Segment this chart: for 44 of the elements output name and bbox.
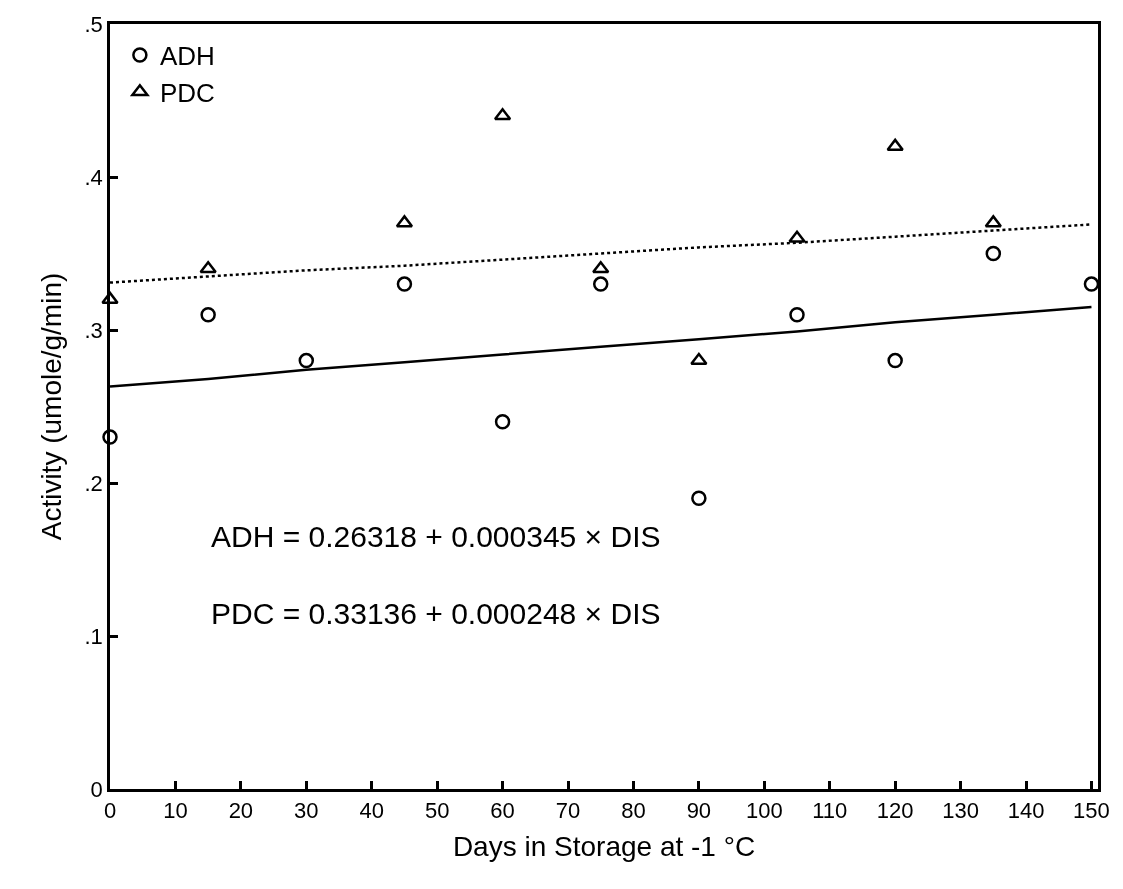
x-tick-label: 50 (424, 798, 450, 824)
point (886, 138, 904, 151)
point (494, 414, 511, 430)
point (200, 306, 216, 323)
y-tick-label: .5 (84, 11, 103, 37)
x-tick-label: 110 (812, 798, 848, 824)
x-tick-label: 140 (1007, 798, 1045, 824)
point (788, 230, 806, 243)
y-tick-label: 0 (90, 776, 103, 802)
y-tick-label: .4 (84, 164, 103, 190)
point (985, 245, 1002, 262)
point (691, 490, 707, 507)
annotation: ADH = 0.26318 + 0.000345 × DIS (211, 520, 661, 553)
x-tick-label: 130 (942, 798, 979, 824)
point (102, 429, 118, 445)
annotation: PDC = 0.33136 + 0.000248 × DIS (211, 597, 661, 630)
y-tick-label: .2 (84, 470, 103, 496)
x-tick-label: 10 (163, 798, 188, 824)
legend-label: PDC (159, 77, 215, 108)
point (396, 276, 413, 292)
x-tick-label: 150 (1073, 798, 1110, 824)
point (887, 352, 903, 369)
point (592, 276, 609, 292)
x-tick-label: 70 (555, 798, 581, 824)
point (789, 306, 805, 323)
line-series (110, 305, 1093, 388)
x-tick-label: 20 (228, 798, 254, 824)
point (690, 352, 708, 366)
legend-label: ADH (159, 41, 215, 72)
y-tick-label: .1 (84, 623, 103, 649)
point (199, 261, 217, 274)
point (298, 352, 315, 369)
point (1083, 276, 1100, 292)
y-tick-label: .3 (84, 317, 103, 343)
x-tick-label: 120 (876, 798, 914, 824)
x-tick-label: 100 (745, 798, 783, 824)
x-tick-label: 90 (686, 798, 712, 824)
x-tick-label: 80 (621, 798, 646, 824)
x-tick-label: 60 (490, 798, 515, 824)
x-tick-label: 40 (359, 798, 384, 824)
x-tick-label: 30 (294, 798, 319, 824)
y-axis-title: Activity (umole/g/min) (36, 272, 68, 541)
x-axis-title: Days in Storage at -1 °C (452, 831, 756, 863)
point (101, 291, 119, 304)
